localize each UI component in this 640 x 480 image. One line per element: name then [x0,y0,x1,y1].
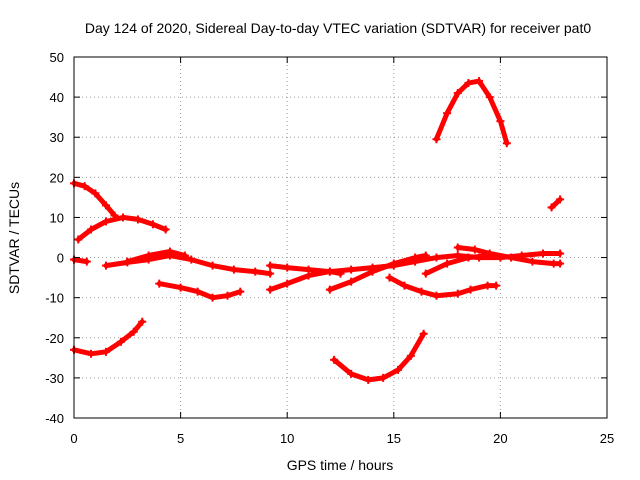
y-tick-label: -30 [45,371,64,386]
y-axis-label: SDTVAR / TECUs [6,182,22,294]
series-line [387,275,499,299]
chart-title: Day 124 of 2020, Sidereal Day-to-day VTE… [85,20,592,36]
plot-frame [73,56,608,419]
x-tick-label: 10 [280,431,294,446]
series-track-8 [266,249,565,276]
y-tick-label: 10 [50,210,64,225]
x-tick-label: 25 [600,431,614,446]
y-tick-label: -10 [45,291,64,306]
x-tick-label: 5 [177,431,184,446]
series-track-1 [70,179,119,220]
series-track-2 [74,213,170,244]
series-line [433,78,510,146]
y-tick-label: 0 [57,251,64,266]
series-track-11 [330,329,428,384]
x-tick-label: 20 [493,431,507,446]
y-tick-label: 20 [50,170,64,185]
x-axis-label: GPS time / hours [287,457,394,473]
series-line [549,196,563,210]
series-track-14 [432,77,511,148]
series-line [71,319,145,357]
series-track-6 [123,247,189,266]
axis-ticks [73,56,608,419]
series-track-3 [70,255,91,266]
series-track-10 [325,251,430,294]
series-line [71,180,117,218]
series-line [124,249,188,265]
y-tick-label: -20 [45,331,64,346]
x-tick-label: 15 [387,431,401,446]
series-track-15 [453,243,565,268]
y-tick-label: 30 [50,130,64,145]
y-tick-label: 40 [50,90,64,105]
series-track-12 [385,273,501,300]
series-track-16 [547,195,565,212]
x-tick-labels: 0 5 10 15 20 25 [70,431,614,446]
x-tick-label: 0 [70,431,77,446]
y-tick-label: -40 [45,411,64,426]
y-tick-labels: -40 -30 -20 -10 0 10 20 30 40 50 [45,50,64,426]
series-line [423,253,493,277]
data-series-layer [70,77,565,384]
series-track-7 [155,279,245,302]
series-track-9 [266,267,345,294]
y-tick-label: 50 [50,50,64,65]
